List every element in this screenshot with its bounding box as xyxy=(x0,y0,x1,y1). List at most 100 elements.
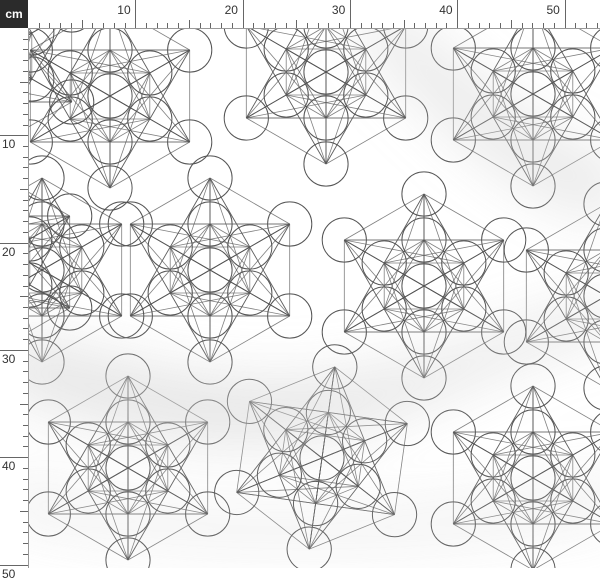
left-ruler-label: 40 xyxy=(2,459,16,474)
fabric-fold-shadow xyxy=(0,302,600,444)
ruler-tick xyxy=(23,532,28,534)
ruler-tick xyxy=(564,0,566,28)
ruler-tick xyxy=(23,60,28,62)
ruler-tick xyxy=(20,188,28,190)
ruler-tick xyxy=(178,23,180,28)
ruler-tick xyxy=(23,124,28,126)
ruler-tick xyxy=(543,23,545,28)
ruler-tick xyxy=(23,178,28,180)
ruler-tick xyxy=(264,23,266,28)
ruler-tick xyxy=(392,23,394,28)
ruler-tick xyxy=(23,167,28,169)
ruler-tick xyxy=(188,20,190,28)
ruler-tick xyxy=(242,0,244,28)
ruler-tick xyxy=(23,103,28,105)
ruler-tick xyxy=(360,23,362,28)
ruler-tick xyxy=(20,81,28,83)
ruler-tick xyxy=(371,23,373,28)
top-ruler: 10 20 30 40 50 xyxy=(28,0,600,29)
ruler-tick xyxy=(23,317,28,319)
ruler-tick xyxy=(317,23,319,28)
ruler-unit-label: cm xyxy=(0,0,28,28)
ruler-tick xyxy=(20,403,28,405)
ruler-tick xyxy=(489,23,491,28)
ruler-tick xyxy=(467,23,469,28)
ruler-tick xyxy=(23,328,28,330)
ruler-tick xyxy=(457,0,459,28)
ruler-tick xyxy=(306,23,308,28)
ruler-tick xyxy=(23,446,28,448)
ruler-tick xyxy=(500,23,502,28)
ruler-tick xyxy=(23,339,28,341)
ruler-tick xyxy=(23,274,28,276)
ruler-tick xyxy=(23,156,28,158)
ruler-tick xyxy=(23,553,28,555)
metatron-cube-motif xyxy=(107,155,313,385)
ruler-tick xyxy=(103,23,105,28)
ruler-tick xyxy=(23,382,28,384)
ruler-tick xyxy=(23,146,28,148)
left-ruler-label: 10 xyxy=(2,137,16,152)
top-ruler-label: 40 xyxy=(439,3,453,17)
ruler-tick xyxy=(285,23,287,28)
top-ruler-label: 50 xyxy=(546,3,560,17)
ruler-tick xyxy=(425,23,426,28)
ruler-tick xyxy=(23,221,28,223)
ruler-tick xyxy=(20,510,28,512)
ruler-tick xyxy=(23,435,28,437)
ruler-tick xyxy=(23,231,28,233)
ruler-tick xyxy=(0,135,28,137)
ruler-tick xyxy=(23,253,28,255)
left-ruler-label: 50 xyxy=(2,566,16,581)
left-ruler: 10 20 30 40 50 xyxy=(0,28,29,581)
ruler-tick xyxy=(23,38,28,40)
fabric-swatch xyxy=(0,0,600,568)
ruler-tick xyxy=(135,0,137,28)
ruler-tick xyxy=(532,23,534,28)
ruler-tick xyxy=(253,23,255,28)
ruler-tick xyxy=(0,564,28,566)
ruler-tick xyxy=(60,23,62,28)
ruler-tick xyxy=(146,23,148,28)
ruler-tick xyxy=(23,70,28,72)
ruler-tick xyxy=(521,23,523,28)
ruler-tick xyxy=(274,23,276,28)
ruler-tick xyxy=(403,20,405,28)
ruler-tick xyxy=(575,23,577,28)
ruler-tick xyxy=(23,113,28,115)
ruler-tick xyxy=(23,306,28,308)
ruler-tick xyxy=(23,210,28,212)
ruler-tick xyxy=(349,0,351,28)
top-ruler-label: 20 xyxy=(224,3,238,17)
ruler-tick xyxy=(167,23,169,28)
ruler-tick xyxy=(414,23,416,28)
metatron-cube-motif xyxy=(321,171,527,401)
ruler-tick xyxy=(0,242,28,244)
ruler-tick xyxy=(156,23,158,28)
ruler-tick xyxy=(23,199,28,201)
ruler-tick xyxy=(23,467,28,469)
ruler-tick xyxy=(23,414,28,416)
ruler-tick xyxy=(23,489,28,491)
top-ruler-label: 30 xyxy=(331,3,346,17)
ruler-tick xyxy=(435,23,437,28)
ruler-tick xyxy=(553,23,555,28)
ruler-tick xyxy=(23,360,28,362)
ruler-tick xyxy=(23,478,28,480)
fabric-fold-shadow xyxy=(360,0,600,217)
metatron-cube-motif xyxy=(7,0,213,211)
ruler-tick xyxy=(199,23,201,28)
ruler-tick xyxy=(0,349,28,351)
ruler-tick xyxy=(585,23,587,28)
ruler-tick xyxy=(92,23,94,28)
ruler-tick xyxy=(382,23,384,28)
ruler-tick xyxy=(23,425,28,426)
ruler-tick xyxy=(210,23,212,28)
ruler-tick xyxy=(23,92,28,94)
ruler-tick xyxy=(23,285,28,287)
ruler-tick xyxy=(339,23,341,28)
ruler-tick xyxy=(510,20,512,28)
ruler-tick xyxy=(23,543,28,545)
ruler-tick xyxy=(596,23,598,28)
left-ruler-label: 30 xyxy=(2,351,16,366)
